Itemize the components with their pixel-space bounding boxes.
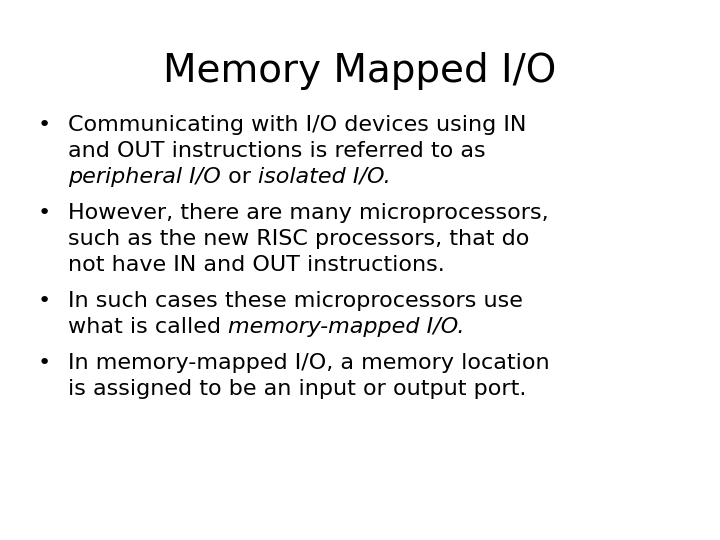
Text: •: • <box>38 203 51 223</box>
Text: memory-mapped I/O.: memory-mapped I/O. <box>228 317 464 337</box>
Text: not have IN and OUT instructions.: not have IN and OUT instructions. <box>68 255 445 275</box>
Text: is assigned to be an input or output port.: is assigned to be an input or output por… <box>68 379 526 399</box>
Text: •: • <box>38 353 51 373</box>
Text: or: or <box>221 167 258 187</box>
Text: such as the new RISC processors, that do: such as the new RISC processors, that do <box>68 229 529 249</box>
Text: what is called: what is called <box>68 317 228 337</box>
Text: In such cases these microprocessors use: In such cases these microprocessors use <box>68 291 523 311</box>
Text: peripheral I/O: peripheral I/O <box>68 167 221 187</box>
Text: In memory-mapped I/O, a memory location: In memory-mapped I/O, a memory location <box>68 353 549 373</box>
Text: and OUT instructions is referred to as: and OUT instructions is referred to as <box>68 141 485 161</box>
Text: •: • <box>38 291 51 311</box>
Text: Memory Mapped I/O: Memory Mapped I/O <box>163 52 557 90</box>
Text: •: • <box>38 115 51 135</box>
Text: Communicating with I/O devices using IN: Communicating with I/O devices using IN <box>68 115 526 135</box>
Text: isolated I/O.: isolated I/O. <box>258 167 391 187</box>
Text: However, there are many microprocessors,: However, there are many microprocessors, <box>68 203 549 223</box>
